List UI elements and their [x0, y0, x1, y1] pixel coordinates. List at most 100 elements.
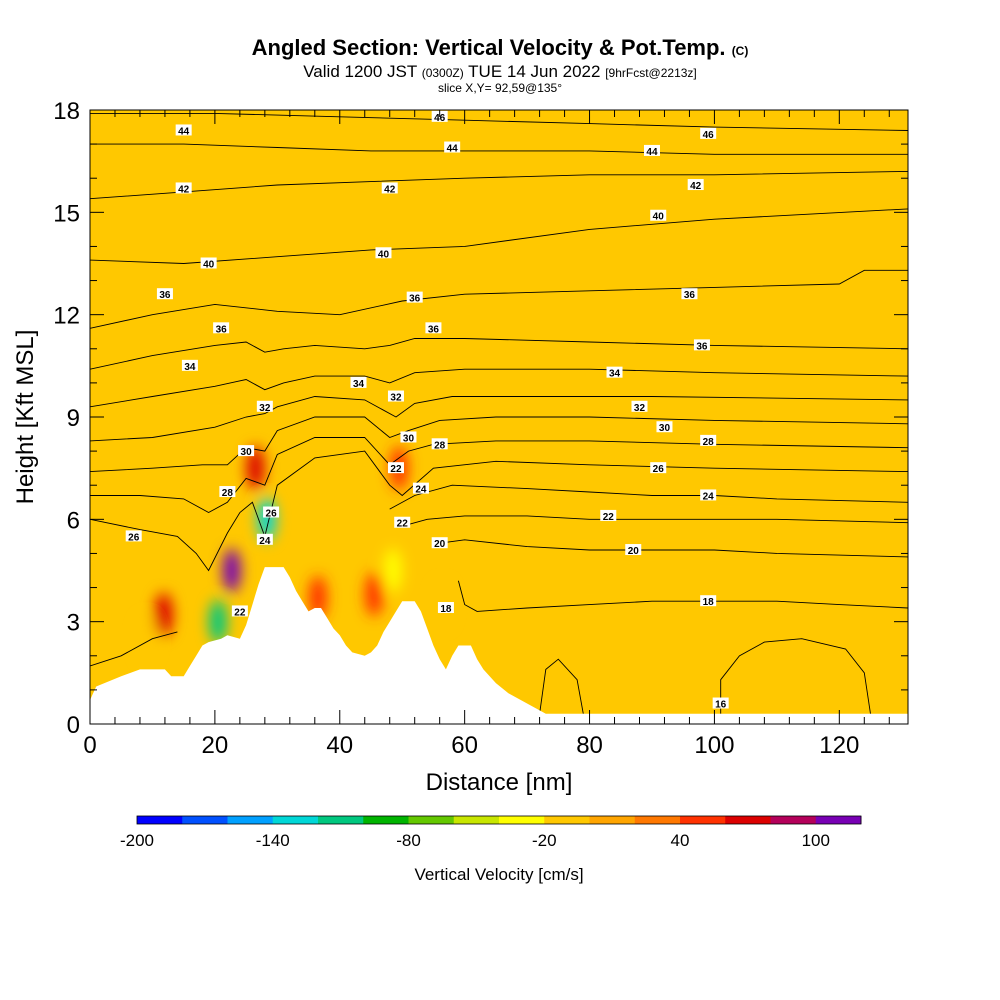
colorbar-swatch-9: [544, 816, 590, 824]
valid-date: TUE 14 Jun 2022: [468, 62, 601, 81]
contour-label-13: 36: [681, 288, 698, 301]
valid-time: Valid 1200 JST: [303, 62, 417, 81]
y-tick-label-4: 12: [53, 303, 80, 330]
svg-text:42: 42: [384, 184, 396, 195]
colorbar-tick-5: 100: [802, 831, 830, 850]
contour-label-29: 26: [125, 530, 142, 543]
contour-label-42: 18: [700, 595, 717, 608]
contour-label-8: 40: [650, 209, 667, 223]
svg-text:32: 32: [634, 403, 646, 414]
chart-title: Angled Section: Vertical Velocity & Pot.…: [0, 36, 1000, 63]
contour-label-17: 34: [181, 359, 198, 373]
svg-text:36: 36: [159, 290, 171, 301]
y-tick-label-6: 18: [53, 98, 80, 125]
colorbar-swatch-13: [725, 816, 771, 824]
contour-label-39: 20: [431, 537, 448, 550]
y-tick-label-1: 3: [67, 610, 80, 637]
y-tick-label-0: 0: [67, 712, 80, 739]
x-tick-label-2: 40: [326, 732, 353, 759]
contour-label-16: 36: [693, 339, 710, 352]
y-tick-label-5: 15: [53, 200, 80, 227]
colorbar-label: Vertical Velocity [cm/s]: [414, 865, 583, 884]
svg-text:24: 24: [415, 485, 427, 496]
svg-text:26: 26: [266, 509, 278, 520]
svg-text:36: 36: [428, 324, 440, 335]
forecast-info: [9hrFcst@2213z]: [605, 66, 697, 80]
colorbar-tick-1: -140: [256, 831, 290, 850]
contour-label-34: 24: [700, 489, 717, 502]
velocity-cell-0: [154, 592, 173, 637]
svg-text:36: 36: [216, 324, 228, 335]
svg-text:42: 42: [178, 184, 190, 195]
svg-text:28: 28: [222, 488, 234, 499]
colorbar-swatch-14: [770, 816, 817, 824]
isentrope-36-13: [90, 269, 908, 329]
slice-info: slice X,Y= 92,59@135°: [437, 81, 563, 95]
contour-labels: 46 46 44 44 44 42 42 42 40 40 40 36 36 36 36 36 36 34 34 34…: [125, 110, 729, 711]
contour-label-1: 46: [700, 127, 717, 141]
svg-text:26: 26: [128, 532, 140, 543]
contour-label-30: 26: [650, 462, 667, 475]
velocity-cell-8: [383, 548, 402, 593]
svg-text:22: 22: [397, 519, 409, 530]
contour-label-6: 42: [381, 182, 398, 195]
isentrope-26-7: [90, 450, 908, 572]
colorbar-swatch-10: [589, 816, 636, 824]
svg-text:28: 28: [703, 437, 715, 448]
contour-label-18: 34: [350, 376, 367, 390]
isentrope-16-0: [539, 658, 584, 714]
svg-text:46: 46: [434, 113, 446, 124]
svg-text:40: 40: [378, 249, 390, 260]
colorbar-tick-4: 40: [671, 831, 690, 850]
y-axis-label: Height [Kft MSL]: [12, 330, 39, 505]
contour-label-27: 28: [431, 438, 448, 451]
contour-label-40: 20: [625, 544, 642, 557]
contour-label-3: 44: [444, 141, 461, 155]
svg-text:18: 18: [703, 597, 715, 608]
svg-text:30: 30: [241, 447, 253, 458]
contour-label-26: 28: [219, 486, 236, 499]
contour-label-38: 22: [231, 605, 248, 618]
contour-label-11: 36: [156, 288, 173, 301]
contour-label-10: 40: [375, 247, 392, 260]
svg-text:30: 30: [659, 423, 671, 434]
isentrope-16-1: [720, 638, 871, 714]
chart-subtitle: Valid 1200 JST (0300Z) TUE 14 Jun 2022 […: [0, 63, 1000, 82]
svg-text:22: 22: [603, 512, 615, 523]
colorbar-swatch-5: [363, 816, 409, 824]
contour-label-43: 16: [712, 697, 729, 711]
isentrope-34-11: [90, 368, 908, 408]
contour-label-4: 44: [643, 144, 660, 158]
colorbar-swatch-3: [272, 816, 319, 824]
isentrope-contours: [90, 112, 908, 714]
colorbar-swatch-15: [815, 816, 862, 824]
contour-label-5: 42: [175, 182, 192, 195]
colorbar-swatch-7: [453, 816, 500, 824]
contour-label-20: 32: [256, 400, 273, 414]
velocity-cell-2: [246, 446, 265, 491]
colorbar-tick-0: -200: [120, 831, 154, 850]
x-axis-label: Distance [nm]: [426, 769, 573, 796]
svg-text:36: 36: [409, 294, 421, 305]
colorbar-tick-3: -20: [532, 831, 557, 850]
svg-text:32: 32: [259, 403, 271, 414]
svg-text:22: 22: [234, 607, 246, 618]
svg-text:20: 20: [434, 539, 446, 550]
contour-label-25: 30: [656, 421, 673, 434]
y-tick-label-3: 9: [67, 405, 80, 432]
isentrope-20-4: [439, 539, 908, 558]
colorbar-tick-2: -80: [396, 831, 421, 850]
colorbar-swatch-4: [318, 816, 364, 824]
colorbar-swatch-6: [408, 816, 455, 824]
contour-label-15: 36: [425, 322, 442, 335]
isentrope-36-12: [90, 338, 908, 370]
chart-title-unit: (C): [731, 44, 749, 58]
svg-text:46: 46: [703, 130, 715, 141]
isentrope-16-2: [90, 631, 178, 667]
valid-utc: (0300Z): [421, 66, 464, 80]
x-tick-label-6: 120: [819, 732, 859, 759]
isentrope-18-3: [457, 580, 908, 612]
x-axis: 0 20 40 60 80 100 120: [83, 110, 890, 759]
y-tick-label-2: 6: [67, 507, 80, 534]
